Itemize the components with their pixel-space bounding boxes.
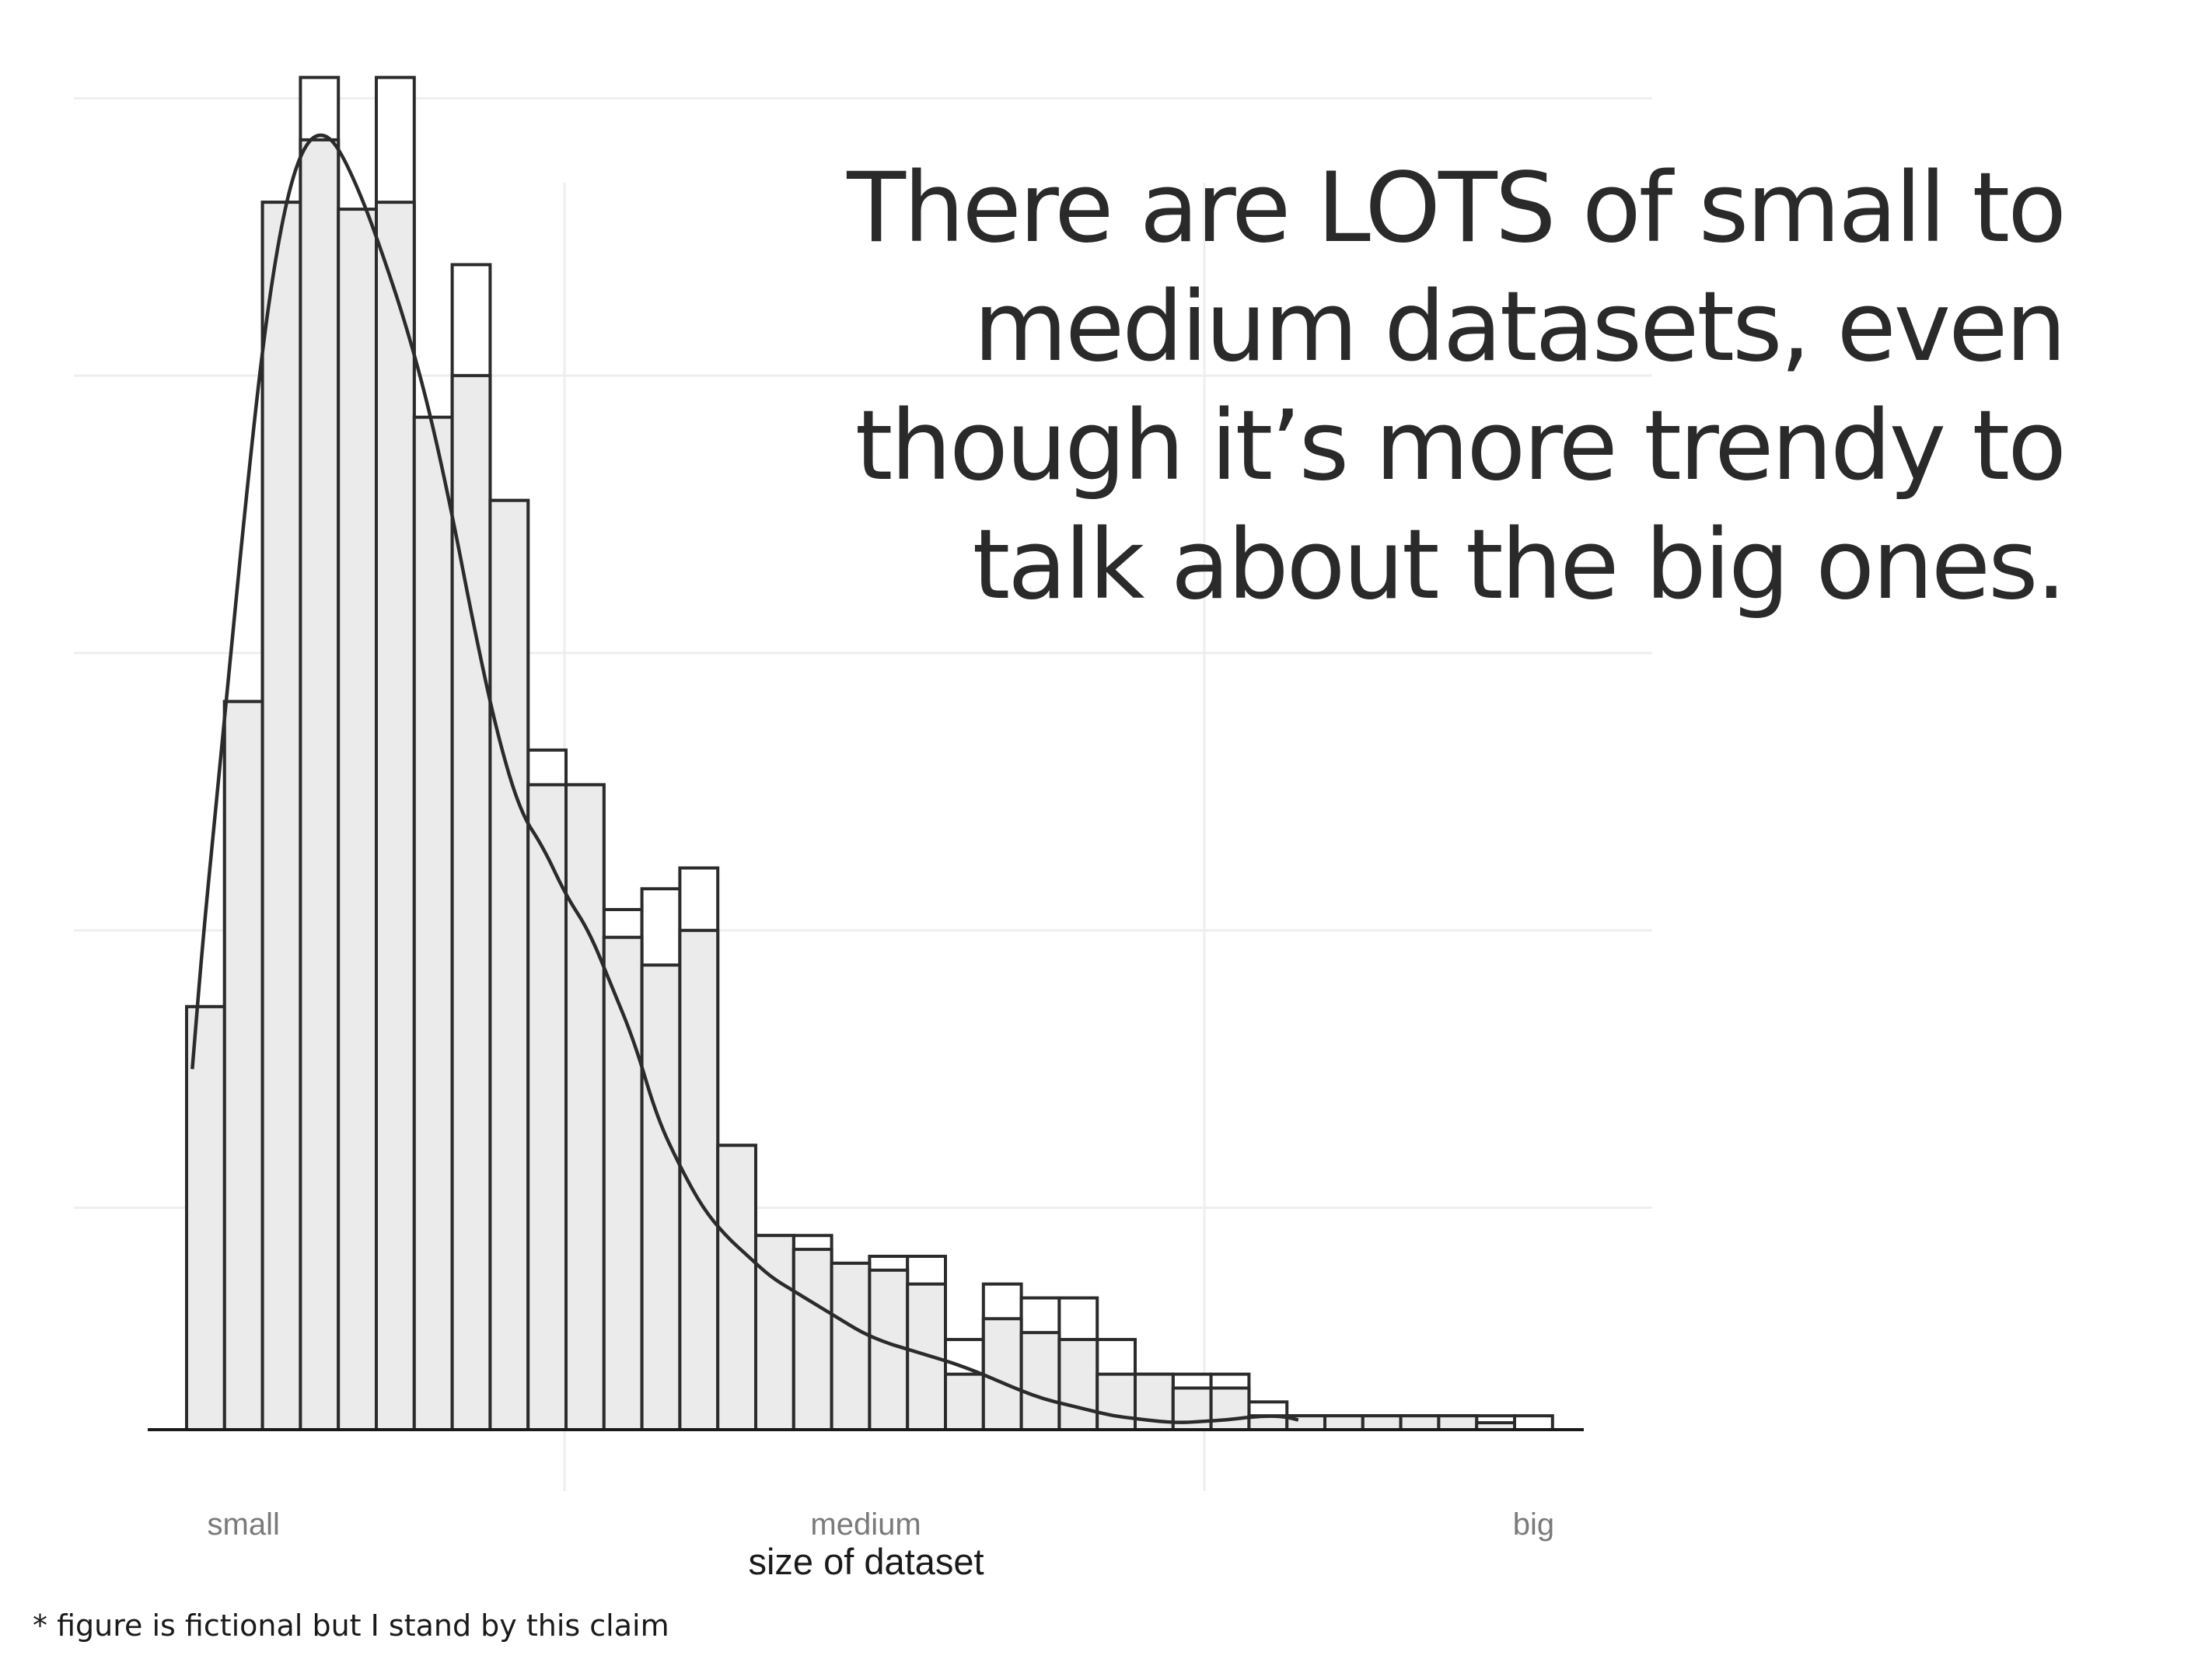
footnote: * figure is fictional but I stand by thi… (33, 1608, 669, 1643)
bar-inner-9 (488, 498, 530, 1431)
bar-inner-31 (1323, 1414, 1365, 1432)
headline-line-2: medium datasets, even (973, 271, 2067, 383)
bar-inner-24 (1057, 1338, 1099, 1432)
bar-inner-13 (640, 963, 682, 1431)
bar-inner-6 (375, 201, 416, 1431)
bar-inner-8 (450, 374, 492, 1431)
x-axis-label: size of dataset (748, 1541, 984, 1582)
bar-inner-19 (868, 1268, 910, 1431)
bar-inner-15 (716, 1144, 758, 1432)
bar-inner-18 (830, 1261, 872, 1432)
density-curve (190, 133, 1299, 1424)
headline-line-1: There are LOTS of small to (847, 152, 2067, 264)
headline-line-4: talk about the big ones. (972, 509, 2067, 621)
x-tick-label-big: big (1513, 1507, 1554, 1542)
bar-inner-32 (1361, 1414, 1403, 1432)
bar-inner-11 (564, 783, 606, 1431)
x-tick-labels: small medium big (208, 1507, 1555, 1542)
bar-inner-21 (944, 1372, 985, 1432)
bar-inner-7 (412, 415, 454, 1431)
bar-inner-2 (222, 700, 264, 1431)
x-tick-label-medium: medium (810, 1507, 921, 1542)
bar-inner-22 (981, 1317, 1023, 1432)
bar-inner-5 (337, 208, 379, 1432)
headline-line-3: though it’s more trendy to (854, 390, 2067, 502)
bar-inner-17 (791, 1248, 833, 1431)
x-tick-label-small: small (208, 1507, 280, 1542)
bar-inner-34 (1437, 1414, 1479, 1432)
bar-inner-1 (185, 1004, 226, 1431)
bar-inner-3 (260, 201, 302, 1431)
bar-inner-4 (299, 138, 341, 1431)
bar-inner-23 (1019, 1331, 1061, 1431)
bar-inner-20 (906, 1282, 947, 1432)
bar-inner-33 (1399, 1414, 1441, 1432)
bar-inner-28 (1209, 1386, 1251, 1431)
bar-inner-16 (754, 1234, 795, 1431)
bar-outer-36 (1513, 1414, 1554, 1432)
bar-inner-25 (1096, 1372, 1137, 1432)
headline: There are LOTS of small to medium datase… (743, 149, 2067, 625)
